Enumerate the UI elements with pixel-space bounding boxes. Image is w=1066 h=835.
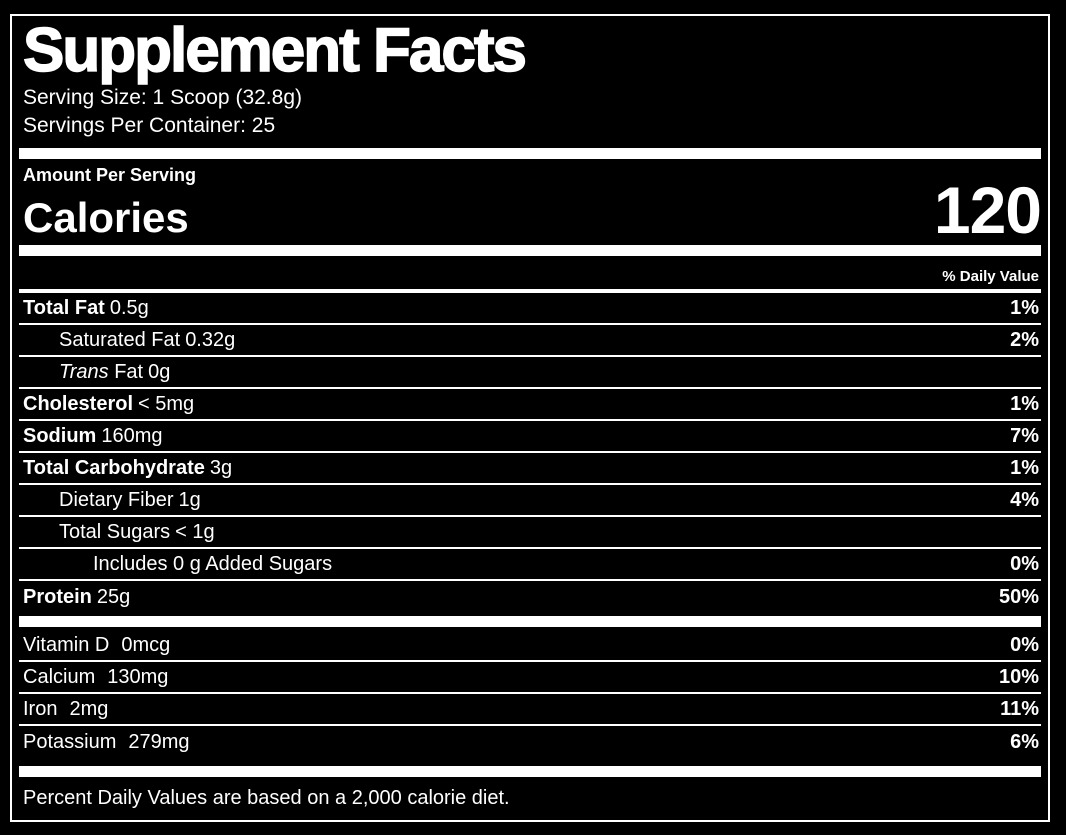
daily-value-percent: 1% [1010, 392, 1039, 415]
daily-value-percent: 2% [1010, 328, 1039, 351]
nutrient-amount: < 5mg [138, 392, 195, 415]
nutrient-row: Calcium 130mg 10% [19, 662, 1041, 694]
label-title: Supplement Facts [22, 16, 528, 85]
nutrient-row: Sodium 160mg 7% [19, 421, 1041, 453]
nutrient-row: Includes 0 g Added Sugars 0% [19, 549, 1041, 581]
daily-value-header: % Daily Value [19, 256, 1041, 293]
nutrient-name: Sodium 160mg [23, 424, 163, 447]
nutrient-row: Trans Fat 0g [19, 357, 1041, 389]
daily-value-percent: 7% [1010, 424, 1039, 447]
nutrient-name: Iron 2mg [23, 697, 109, 720]
nutrient-row: Total Sugars < 1g [19, 517, 1041, 549]
daily-value-percent: 0% [1010, 552, 1039, 575]
calories-row: Calories 120 [23, 173, 1042, 248]
nutrient-row: Saturated Fat 0.32g 2% [19, 325, 1041, 357]
nutrient-amount: 0.32g [185, 328, 236, 351]
daily-value-percent: 6% [1010, 730, 1039, 753]
nutrient-amount: 2mg [69, 697, 109, 720]
daily-value-percent: 50% [998, 585, 1039, 608]
nutrient-amount: 160mg [101, 424, 163, 447]
nutrient-name: Saturated Fat 0.32g [59, 328, 236, 351]
nutrient-amount: 130mg [107, 665, 169, 688]
daily-value-percent: 1% [1010, 456, 1039, 479]
amount-per-serving-label: Amount Per Serving [23, 165, 197, 185]
nutrient-row: Cholesterol < 5mg 1% [19, 389, 1041, 421]
footnote: Percent Daily Values are based on a 2,00… [23, 787, 510, 809]
nutrient-name: Dietary Fiber 1g [59, 488, 201, 511]
nutrient-amount: 279mg [128, 730, 190, 753]
nutrient-row: Vitamin D 0mcg 0% [19, 630, 1041, 662]
nutrient-row: Total Carbohydrate 3g 1% [19, 453, 1041, 485]
nutrient-amount: 0g [148, 360, 171, 383]
nutrient-amount: 0.5g [109, 296, 149, 319]
serving-size: Serving Size: 1 Scoop (32.8g) [23, 86, 302, 109]
nutrient-row: Total Fat 0.5g 1% [19, 293, 1041, 325]
thick-divider-protein [19, 616, 1041, 627]
nutrient-row: Potassium 279mg 6% [19, 726, 1041, 758]
calories-value: 120 [933, 173, 1042, 248]
calories-label: Calories [23, 194, 189, 241]
nutrient-amount: 3g [209, 456, 233, 479]
daily-value-percent: 1% [1010, 296, 1039, 319]
daily-value-percent: 4% [1010, 488, 1039, 511]
nutrient-amount: 25g [96, 585, 131, 608]
daily-value-percent: 0% [1010, 633, 1039, 656]
servings-per-container: Servings Per Container: 25 [23, 114, 276, 137]
nutrient-rows: Total Fat 0.5g 1% Saturated Fat 0.32g 2% Trans… [19, 293, 1041, 613]
nutrient-row: Protein 25g 50% [19, 581, 1041, 613]
micronutrient-rows: Vitamin D 0mcg 0% Calcium 130mg 10% Iron 2mg 11%… [19, 630, 1041, 758]
nutrient-name: Total Fat 0.5g [23, 296, 149, 319]
nutrient-name: Trans Fat 0g [59, 360, 171, 383]
daily-value-percent: 10% [998, 665, 1039, 688]
nutrient-name: Potassium 279mg [23, 730, 190, 753]
nutrient-name: Total Carbohydrate 3g [23, 456, 233, 479]
nutrient-name: Vitamin D 0mcg [23, 633, 171, 656]
nutrient-amount: < 1g [175, 520, 215, 543]
nutrient-amount: 1g [178, 488, 201, 511]
daily-value-percent: 11% [1000, 697, 1039, 720]
nutrient-row: Dietary Fiber 1g 4% [19, 485, 1041, 517]
nutrient-name: Cholesterol < 5mg [23, 392, 195, 415]
thick-divider-bottom [19, 766, 1041, 777]
nutrient-amount: 0mcg [121, 633, 171, 656]
nutrient-name: Protein 25g [23, 585, 131, 608]
supplement-facts-label: Supplement Facts Serving Size: 1 Scoop (… [10, 14, 1050, 822]
nutrient-name: Calcium 130mg [23, 665, 169, 688]
nutrient-name: Total Sugars < 1g [59, 520, 215, 543]
thick-divider-calories [19, 245, 1041, 256]
nutrient-name: Includes 0 g Added Sugars [93, 552, 333, 575]
nutrient-row: Iron 2mg 11% [19, 694, 1041, 726]
thick-divider-top [19, 148, 1041, 159]
